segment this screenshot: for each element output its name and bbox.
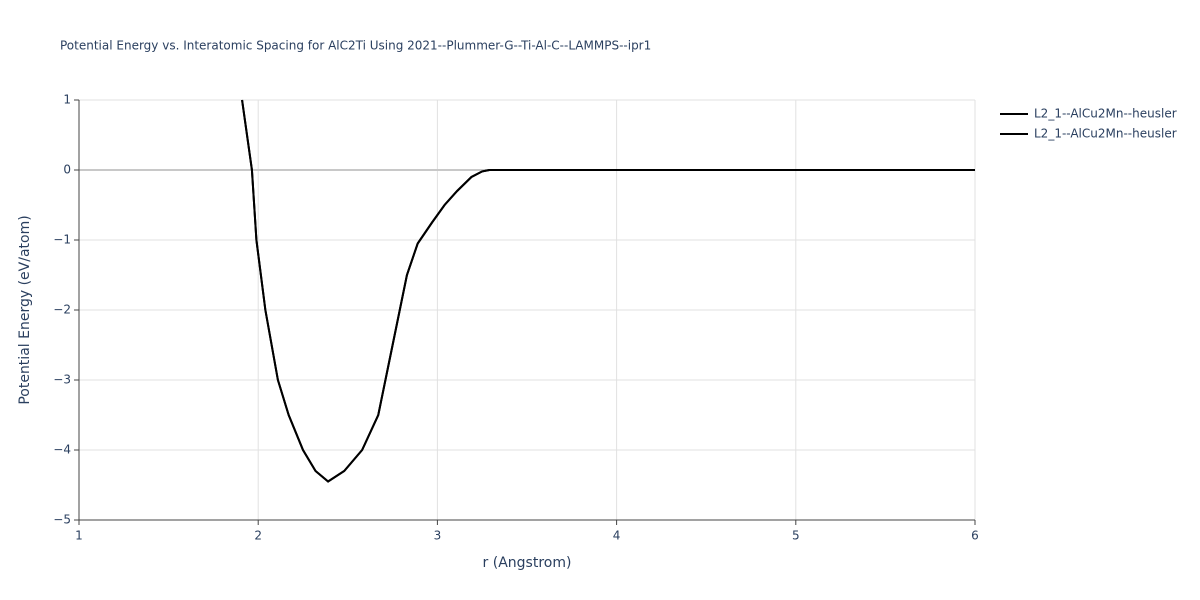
line-series [241,99,975,483]
y-tick-label: −5 [53,513,71,527]
legend-label: L2_1--AlCu2Mn--heusler [1034,127,1177,141]
y-axis-label: Potential Energy (eV/atom) [17,215,33,404]
y-tick-label: −2 [53,303,71,317]
x-tick-label: 4 [613,529,621,543]
x-tick-label: 1 [75,529,83,543]
x-axis-label: r (Angstrom) [483,555,572,571]
x-tick-label: 5 [792,529,800,543]
y-tick-label: −3 [53,373,71,387]
x-tick-label: 6 [971,529,979,543]
legend-label: L2_1--AlCu2Mn--heusler [1034,107,1177,121]
line-series [241,99,975,483]
y-tick-label: −4 [53,443,71,457]
y-tick-label: 1 [63,93,71,107]
x-tick-label: 3 [434,529,442,543]
y-tick-label: 0 [63,163,71,177]
x-tick-label: 2 [254,529,262,543]
y-tick-label: −1 [53,233,71,247]
chart-title: Potential Energy vs. Interatomic Spacing… [60,39,651,53]
